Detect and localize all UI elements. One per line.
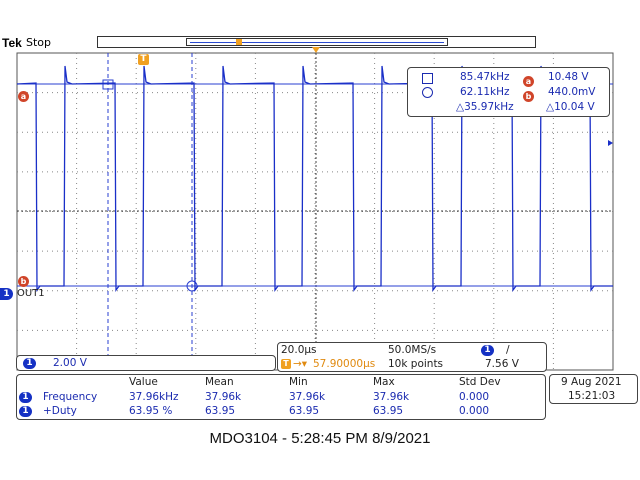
channel-label: OUT1 <box>17 288 45 299</box>
cursor-b-frequency: 62.11kHz <box>460 86 510 98</box>
meas-header-value: Value <box>129 376 158 388</box>
meas-row-name: Frequency <box>43 391 98 403</box>
cursor-b-badge: b <box>523 86 534 105</box>
trigger-level-arrow <box>608 140 613 146</box>
cursor-a-badge: a <box>523 71 534 90</box>
trigger-position-arrow <box>312 47 320 53</box>
cursor-b-circle-icon <box>422 87 433 98</box>
trigger-position-marker <box>236 39 242 45</box>
cursor-a-square-marker <box>102 79 114 90</box>
channel-1-badge: 1 <box>23 358 36 369</box>
channel-1-volts-per-div: 2.00 V <box>53 357 87 369</box>
meas-cell: 63.95 % <box>129 405 173 417</box>
measurements-panel: Value Mean Min Max Std Dev 1 Frequency 3… <box>16 374 546 420</box>
meas-cell: 37.96k <box>373 391 410 403</box>
acquisition-state: Stop <box>26 36 52 49</box>
sample-rate: 50.0MS/s <box>388 344 437 356</box>
meas-header-std-dev: Std Dev <box>459 376 501 388</box>
meas-cell: 0.000 <box>459 405 490 417</box>
channel-1-waveform <box>16 65 613 292</box>
meas-cell: 37.96k <box>205 391 242 403</box>
trigger-delay-icon: T <box>281 359 291 369</box>
cursor-delta-frequency: △35.97kHz <box>456 101 514 113</box>
meas-cell: 63.95 <box>289 405 320 417</box>
screenshot-caption: MDO3104 - 5:28:45 PM 8/9/2021 <box>209 430 431 447</box>
meas-cell: 37.96kHz <box>129 391 179 403</box>
trigger-level: 7.56 V <box>485 358 519 370</box>
meas-cell: 63.95 <box>205 405 236 417</box>
cursor-a-frequency: 85.47kHz <box>460 71 510 83</box>
record-view-window <box>186 38 448 46</box>
timebase-trigger-box[interactable]: 20.0µs 50.0MS/s 1 / T →▾ 57.90000µs 10k … <box>277 342 547 372</box>
cursor-b-value: 440.0mV <box>548 86 596 98</box>
cursor-delta-value: △10.04 V <box>546 101 595 113</box>
cursor-a-square-icon <box>422 73 433 84</box>
brand-logo: Tek <box>2 36 22 50</box>
meas-header-min: Min <box>289 376 308 388</box>
channel-1-ground-marker[interactable]: 1 <box>0 288 13 300</box>
cursor-b-circle-marker <box>186 280 198 292</box>
meas-cell: 63.95 <box>373 405 404 417</box>
meas-row-channel-badge: 1 <box>19 406 32 417</box>
cursor-readout-panel: 85.47kHz a 10.48 V 62.11kHz b 440.0mV △3… <box>407 67 610 117</box>
meas-cell: 37.96k <box>289 391 326 403</box>
cursor-a-marker[interactable]: a <box>18 86 29 105</box>
channel-1-scale-box[interactable]: 1 2.00 V <box>16 355 276 371</box>
meas-header-mean: Mean <box>205 376 234 388</box>
record-view-line <box>190 42 444 43</box>
time-per-division: 20.0µs <box>281 344 317 356</box>
trigger-marker-icon: T <box>138 54 149 65</box>
trigger-slope-icon: / <box>506 344 510 356</box>
datetime-box: 9 Aug 2021 15:21:03 <box>549 374 638 404</box>
meas-header-max: Max <box>373 376 395 388</box>
meas-cell: 0.000 <box>459 391 490 403</box>
time-display: 15:21:03 <box>568 390 616 402</box>
trigger-delay: 57.90000µs <box>313 358 376 370</box>
record-length: 10k points <box>388 358 444 370</box>
meas-row-channel-badge: 1 <box>19 392 32 403</box>
date-display: 9 Aug 2021 <box>561 376 622 388</box>
meas-row-name: +Duty <box>43 405 77 417</box>
cursor-b-marker[interactable]: b <box>18 271 29 290</box>
trigger-delay-arrow-icon: →▾ <box>293 358 308 370</box>
trigger-source-badge: 1 <box>481 345 494 356</box>
cursor-a-value: 10.48 V <box>548 71 589 83</box>
